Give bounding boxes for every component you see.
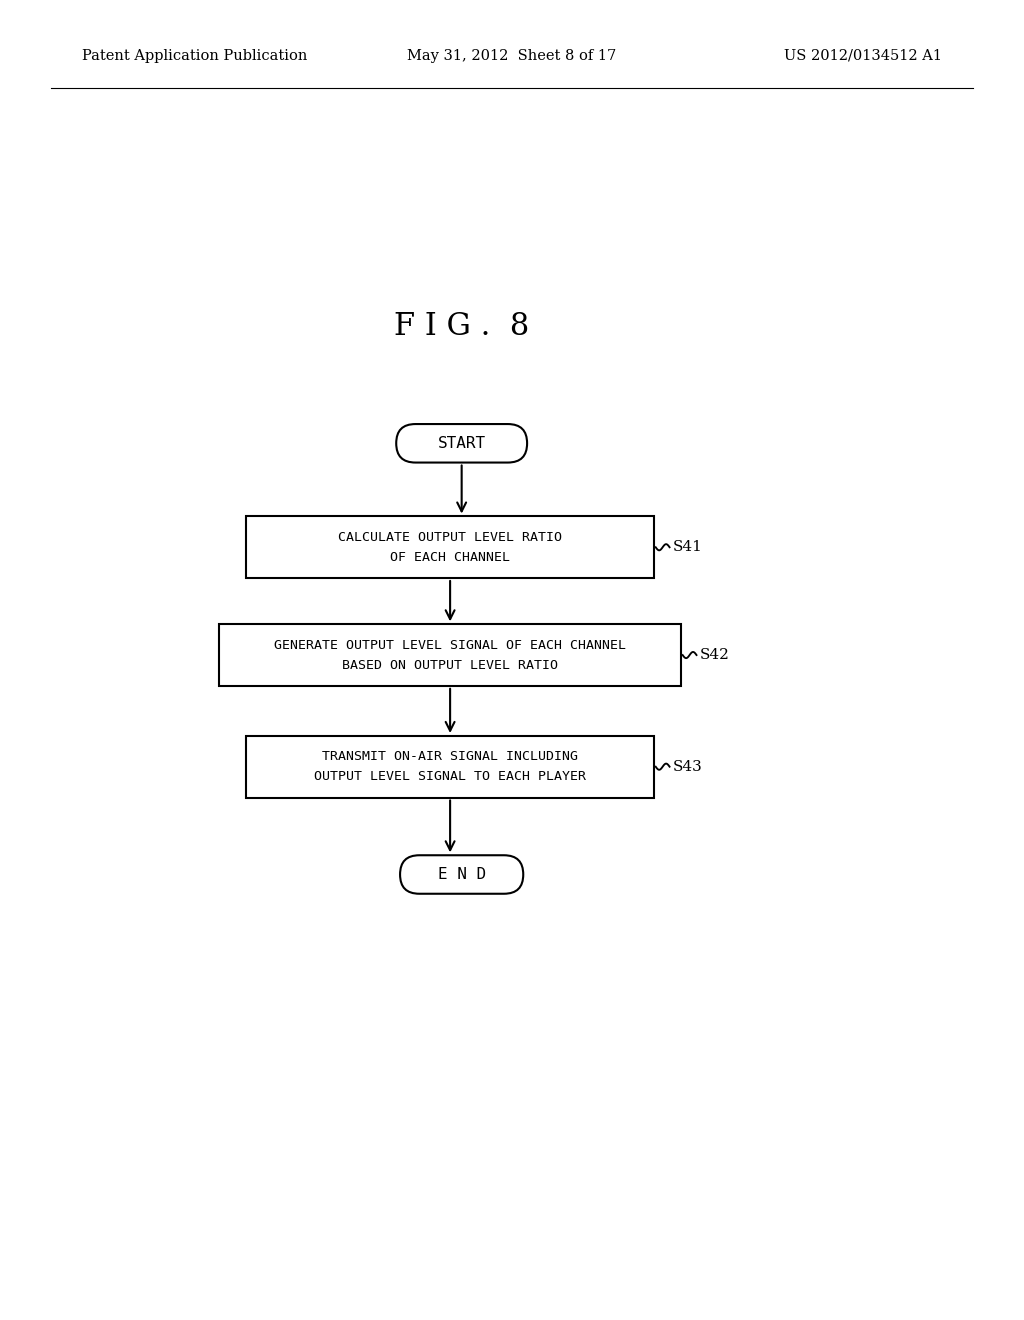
Text: E N D: E N D bbox=[437, 867, 485, 882]
Bar bbox=[246, 737, 654, 797]
Bar bbox=[219, 624, 681, 686]
Text: GENERATE OUTPUT LEVEL SIGNAL OF EACH CHANNEL: GENERATE OUTPUT LEVEL SIGNAL OF EACH CHA… bbox=[274, 639, 626, 652]
Bar bbox=[246, 516, 654, 578]
FancyBboxPatch shape bbox=[396, 424, 527, 462]
Text: START: START bbox=[437, 436, 485, 451]
Text: S43: S43 bbox=[673, 760, 702, 774]
Text: US 2012/0134512 A1: US 2012/0134512 A1 bbox=[784, 49, 942, 63]
Text: OUTPUT LEVEL SIGNAL TO EACH PLAYER: OUTPUT LEVEL SIGNAL TO EACH PLAYER bbox=[314, 770, 586, 783]
Text: TRANSMIT ON-AIR SIGNAL INCLUDING: TRANSMIT ON-AIR SIGNAL INCLUDING bbox=[323, 750, 579, 763]
Text: May 31, 2012  Sheet 8 of 17: May 31, 2012 Sheet 8 of 17 bbox=[408, 49, 616, 63]
FancyBboxPatch shape bbox=[400, 855, 523, 894]
Text: F I G .  8: F I G . 8 bbox=[394, 310, 529, 342]
Text: CALCULATE OUTPUT LEVEL RATIO: CALCULATE OUTPUT LEVEL RATIO bbox=[338, 531, 562, 544]
Text: Patent Application Publication: Patent Application Publication bbox=[82, 49, 307, 63]
Text: BASED ON OUTPUT LEVEL RATIO: BASED ON OUTPUT LEVEL RATIO bbox=[342, 659, 558, 672]
Text: S42: S42 bbox=[699, 648, 729, 663]
Text: OF EACH CHANNEL: OF EACH CHANNEL bbox=[390, 550, 510, 564]
Text: S41: S41 bbox=[673, 540, 702, 554]
